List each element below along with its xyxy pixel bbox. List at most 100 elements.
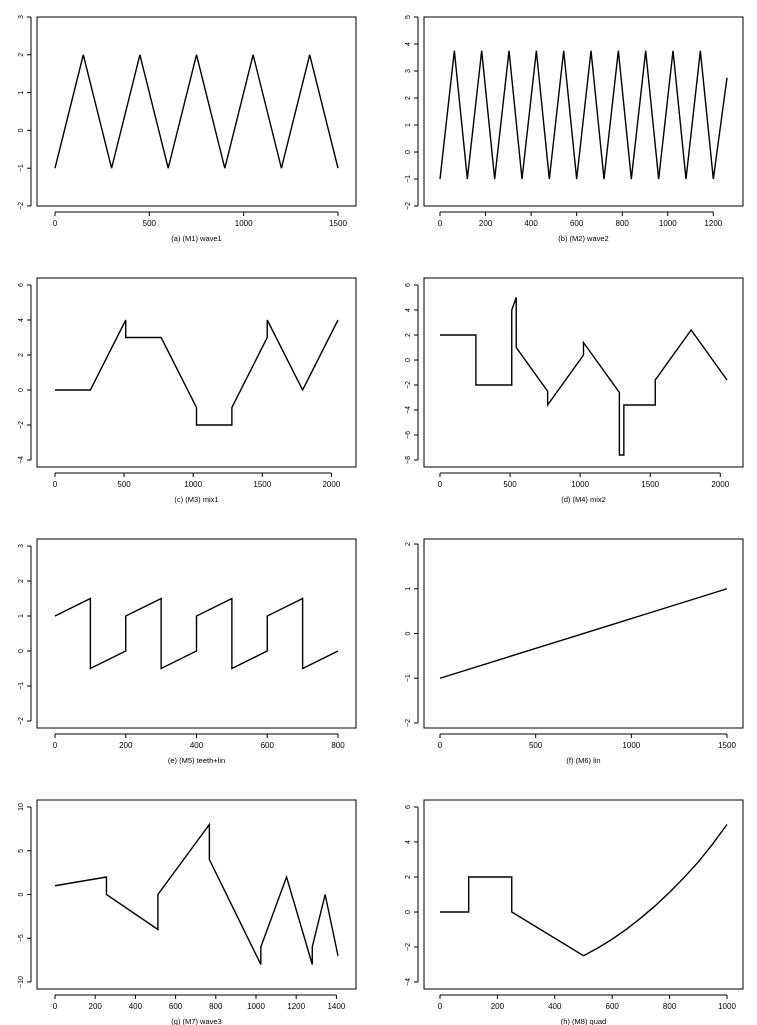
- y-tick-label: −4: [18, 456, 25, 464]
- y-tick-label: 0: [405, 631, 412, 635]
- y-tick-label: −1: [18, 164, 25, 172]
- series-line: [440, 297, 728, 456]
- y-tick-label: 2: [18, 53, 25, 57]
- panel-caption: (h) (M8) quad: [561, 1017, 606, 1025]
- chart-panel-3: 0 500 1000 1500 2000 −4 −2 0 2 4 6 (c) (M3) mix1: [18, 277, 357, 504]
- series-line: [440, 824, 728, 957]
- x-tick-label: 1000: [622, 741, 640, 750]
- y-tick-label: −5: [18, 934, 25, 942]
- panel-caption: (d) (M4) mix2: [561, 495, 606, 504]
- x-tick-label: 200: [89, 1002, 103, 1011]
- y-tick-label: 0: [405, 910, 412, 914]
- y-tick-label: 5: [18, 849, 25, 853]
- chart-panel-5: 0 200 400 600 800 −2 −1 0 1 2 3 (e) (M5) teeth+lin: [18, 538, 357, 765]
- panel-caption: (f) (M6) lin: [566, 756, 600, 765]
- x-tick-label: 1400: [327, 1002, 345, 1011]
- x-tick-label: 0: [53, 1002, 58, 1011]
- y-tick-label: 3: [405, 69, 412, 73]
- x-tick-label: 500: [503, 480, 517, 489]
- y-tick-label: 0: [405, 358, 412, 362]
- x-tick-label: 0: [53, 480, 58, 489]
- y-tick-label: 1: [405, 123, 412, 127]
- y-tick-label: 10: [18, 803, 25, 811]
- x-tick-label: 600: [169, 1002, 183, 1011]
- y-tick-label: −4: [405, 406, 412, 414]
- x-tick-label: 1000: [235, 219, 253, 228]
- y-tick-label: 0: [405, 150, 412, 154]
- y-tick-label: 2: [18, 353, 25, 357]
- y-tick-label: −6: [405, 431, 412, 439]
- x-tick-label: 600: [606, 1002, 620, 1011]
- x-tick-label: 1500: [253, 480, 271, 489]
- chart-panel-7: 0 200 400 600 800 1000 1200 1400 −10 −5 0 5 10 (g) (M…: [18, 799, 357, 1025]
- y-tick-label: −2: [405, 719, 412, 727]
- panel-caption: (e) (M5) teeth+lin: [168, 756, 225, 765]
- x-tick-label: 800: [616, 219, 630, 228]
- y-tick-label: −2: [405, 381, 412, 389]
- series-line: [439, 588, 728, 679]
- plot-frame: [423, 277, 744, 468]
- panel-caption: (b) (M2) wave2: [558, 234, 608, 243]
- x-tick-label: 500: [117, 480, 131, 489]
- y-tick-label: −10: [18, 976, 25, 988]
- plot-frame: [423, 538, 744, 729]
- y-tick-label: −2: [405, 943, 412, 951]
- y-tick-label: 6: [18, 283, 25, 287]
- series-line: [55, 319, 339, 426]
- y-tick-label: 4: [18, 318, 25, 322]
- x-tick-label: 1500: [329, 219, 347, 228]
- x-tick-label: 800: [663, 1002, 677, 1011]
- x-tick-label: 1000: [247, 1002, 265, 1011]
- plot-frame: [423, 799, 744, 990]
- y-tick-label: −2: [405, 202, 412, 210]
- x-tick-label: 200: [119, 741, 133, 750]
- x-tick-label: 2000: [322, 480, 340, 489]
- y-tick-label: 0: [18, 388, 25, 392]
- x-tick-label: 0: [438, 741, 443, 750]
- x-tick-label: 1000: [718, 1002, 736, 1011]
- x-tick-label: 200: [491, 1002, 505, 1011]
- x-tick-label: 0: [53, 219, 58, 228]
- y-tick-label: 4: [405, 42, 412, 46]
- y-tick-label: 2: [405, 875, 412, 879]
- y-tick-label: −4: [405, 978, 412, 986]
- y-tick-label: 3: [18, 15, 25, 19]
- x-tick-label: 0: [438, 219, 443, 228]
- x-tick-label: 2000: [711, 480, 729, 489]
- plot-frame: [423, 16, 744, 207]
- x-tick-label: 0: [438, 480, 443, 489]
- x-tick-label: 400: [524, 219, 538, 228]
- x-tick-label: 1200: [287, 1002, 305, 1011]
- x-tick-label: 1500: [718, 741, 736, 750]
- y-tick-label: 0: [18, 128, 25, 132]
- chart-panel-1: 0 500 1000 1500 −2 −1 0 1 2 3 (a) (M1) wave1: [18, 15, 357, 243]
- x-tick-label: 800: [209, 1002, 223, 1011]
- x-tick-label: 500: [529, 741, 543, 750]
- y-tick-label: −2: [18, 421, 25, 429]
- plot-frame: [36, 16, 357, 207]
- x-tick-label: 1200: [704, 219, 722, 228]
- y-tick-label: −2: [18, 717, 25, 725]
- x-tick-label: 1000: [659, 219, 677, 228]
- x-tick-label: 1000: [184, 480, 202, 489]
- x-tick-label: 400: [129, 1002, 143, 1011]
- x-tick-label: 1000: [571, 480, 589, 489]
- chart-panel-6: 0 500 1000 1500 −2 −1 0 1 2 (f) (M6) lin: [405, 538, 744, 765]
- chart-panel-8: 0 200 400 600 800 1000 −4 −2 0 2 4 6 (h) (M8) quad: [405, 799, 744, 1025]
- y-tick-label: 3: [18, 544, 25, 548]
- x-tick-label: 1500: [641, 480, 659, 489]
- series-line: [54, 54, 339, 169]
- series-line: [439, 50, 728, 180]
- x-tick-label: 600: [570, 219, 584, 228]
- y-tick-label: 2: [405, 542, 412, 546]
- y-tick-label: −2: [18, 202, 25, 210]
- y-tick-label: 1: [405, 587, 412, 591]
- series-line: [54, 822, 339, 965]
- plot-frame: [36, 277, 357, 468]
- y-tick-label: 1: [18, 91, 25, 95]
- y-tick-label: 2: [405, 333, 412, 337]
- x-tick-label: 800: [331, 741, 345, 750]
- y-tick-label: 4: [405, 308, 412, 312]
- plot-frame: [36, 799, 357, 990]
